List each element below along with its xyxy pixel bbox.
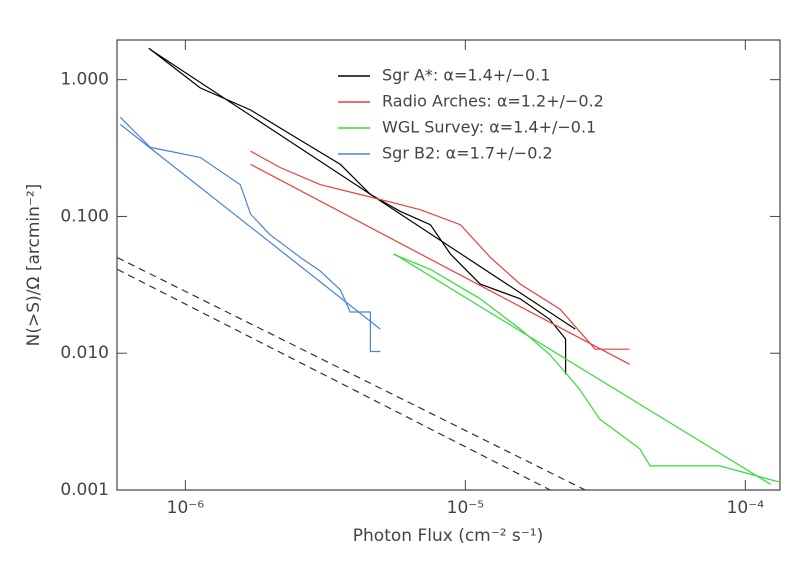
plot-frame (116, 39, 781, 491)
y-tick-label: 0.001 (60, 480, 109, 500)
x-axis-label: Photon Flux (cm⁻² s⁻¹) (353, 526, 543, 546)
x-tick-label: 10⁻⁴ (727, 498, 765, 518)
legend-label: Radio Arches: α=1.2+/−0.2 (382, 92, 604, 111)
reference-line (117, 257, 586, 491)
data-line (250, 150, 630, 350)
y-axis-label: N(>S)/Ω [arcmin⁻²] (24, 184, 44, 347)
data-line (119, 116, 381, 353)
y-tick-label: 0.010 (60, 343, 109, 363)
fit-line (120, 124, 381, 330)
y-tick-label: 1.000 (60, 70, 109, 90)
x-tick-label: 10⁻⁵ (447, 498, 484, 518)
legend-label: Sgr B2: α=1.7+/−0.2 (382, 144, 553, 163)
legend-label: WGL Survey: α=1.4+/−0.1 (382, 118, 596, 137)
data-line (393, 253, 781, 483)
fit-line (250, 163, 630, 365)
y-tick-label: 0.100 (60, 206, 109, 226)
legend-label: Sgr A*: α=1.4+/−0.1 (382, 66, 550, 85)
x-tick-label: 10⁻⁶ (167, 498, 205, 518)
data-line (148, 47, 567, 375)
reference-line (117, 268, 551, 491)
fit-line (394, 253, 771, 485)
fit-line (150, 49, 576, 330)
